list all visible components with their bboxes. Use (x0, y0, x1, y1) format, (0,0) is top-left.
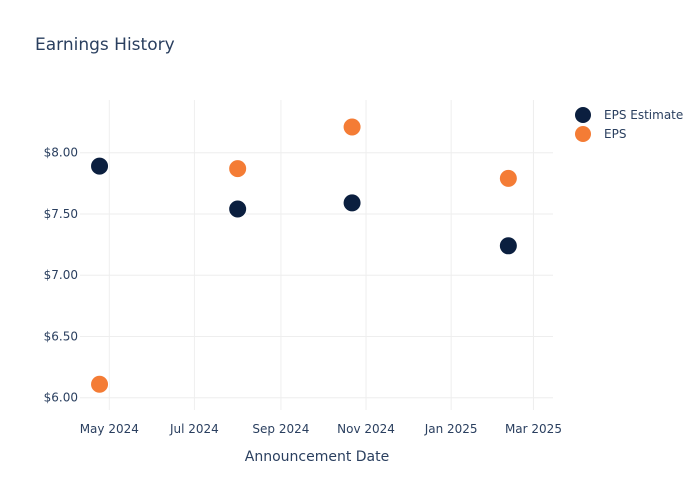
legend-label-eps-estimate[interactable]: EPS Estimate (604, 108, 683, 122)
x-axis-ticks: May 2024 Jul 2024 Sep 2024 Nov 2024 Jan 2025… (80, 422, 562, 436)
grid (80, 100, 553, 410)
eps-estimate-point[interactable] (90, 156, 110, 176)
y-tick-label: $7.00 (44, 268, 78, 282)
y-axis-ticks: $6.00 $6.50 $7.00 $7.50 $8.00 (44, 146, 78, 405)
x-tick-label: Sep 2024 (252, 422, 309, 436)
legend[interactable]: EPS Estimate EPS (575, 107, 683, 142)
legend-marker-eps-estimate (575, 107, 591, 123)
eps-point[interactable] (228, 159, 248, 179)
eps-estimate-point[interactable] (498, 236, 518, 256)
y-tick-label: $8.00 (44, 146, 78, 160)
y-tick-label: $7.50 (44, 207, 78, 221)
eps-point[interactable] (342, 117, 362, 137)
x-tick-label: Mar 2025 (505, 422, 562, 436)
legend-marker-eps (575, 126, 591, 142)
x-tick-label: Nov 2024 (337, 422, 395, 436)
x-tick-label: Jan 2025 (424, 422, 478, 436)
eps-point[interactable] (90, 374, 110, 394)
chart-title: Earnings History (35, 35, 175, 55)
legend-label-eps[interactable]: EPS (604, 127, 626, 141)
eps-estimate-point[interactable] (228, 199, 248, 219)
y-tick-label: $6.50 (44, 329, 78, 343)
x-tick-label: May 2024 (80, 422, 139, 436)
x-axis-title: Announcement Date (245, 449, 389, 465)
eps-estimate-point[interactable] (342, 193, 362, 213)
eps-point[interactable] (498, 168, 518, 188)
x-tick-label: Jul 2024 (169, 422, 219, 436)
data-points (90, 117, 518, 394)
y-tick-label: $6.00 (44, 391, 78, 405)
